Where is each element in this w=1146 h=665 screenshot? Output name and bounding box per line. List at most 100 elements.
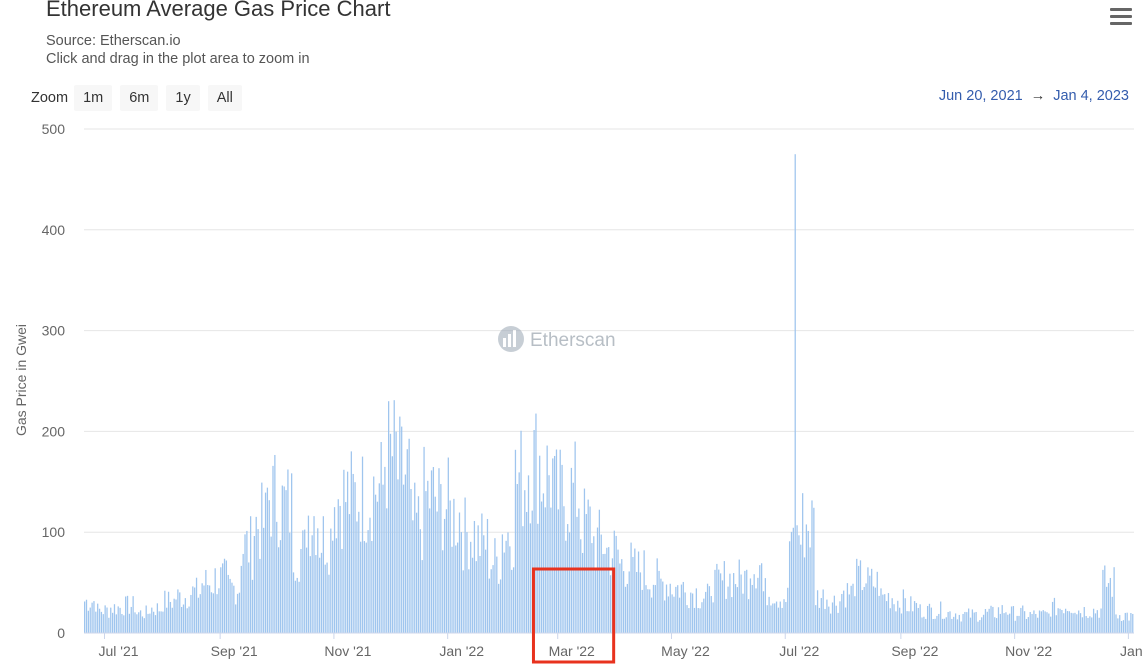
bar[interactable]	[427, 480, 429, 633]
zoom-1y-button[interactable]: 1y	[166, 85, 200, 111]
bar[interactable]	[1012, 606, 1015, 633]
bar[interactable]	[470, 541, 472, 633]
bar[interactable]	[462, 570, 464, 633]
bar[interactable]	[516, 484, 518, 633]
bar[interactable]	[430, 470, 433, 633]
bar[interactable]	[697, 608, 699, 633]
bar[interactable]	[294, 580, 297, 633]
bar[interactable]	[236, 593, 239, 633]
bar[interactable]	[399, 416, 401, 633]
bar[interactable]	[608, 547, 610, 633]
bar[interactable]	[203, 585, 205, 633]
bar[interactable]	[457, 542, 459, 633]
bar[interactable]	[650, 597, 653, 633]
bar[interactable]	[572, 482, 574, 633]
bar[interactable]	[1109, 577, 1112, 633]
bar[interactable]	[796, 525, 798, 633]
bar[interactable]	[751, 584, 753, 633]
bar[interactable]	[774, 603, 776, 633]
bar[interactable]	[1068, 611, 1070, 633]
bar[interactable]	[921, 617, 923, 633]
bar[interactable]	[710, 596, 712, 633]
bar[interactable]	[111, 612, 114, 633]
bar[interactable]	[807, 530, 809, 633]
bar[interactable]	[479, 556, 481, 633]
bar[interactable]	[725, 598, 727, 633]
bar[interactable]	[1048, 613, 1050, 633]
bar[interactable]	[882, 594, 884, 633]
bar[interactable]	[915, 602, 918, 633]
bar[interactable]	[373, 476, 375, 633]
bar[interactable]	[850, 585, 852, 633]
bar[interactable]	[923, 616, 925, 633]
bar[interactable]	[201, 583, 203, 633]
bar[interactable]	[108, 617, 110, 633]
bar[interactable]	[617, 549, 619, 633]
bar[interactable]	[576, 516, 578, 633]
bar[interactable]	[259, 558, 261, 633]
bar[interactable]	[1102, 569, 1104, 633]
bar[interactable]	[1081, 617, 1084, 633]
bar[interactable]	[345, 502, 347, 633]
bar[interactable]	[999, 613, 1001, 633]
bar[interactable]	[1104, 565, 1106, 633]
bar[interactable]	[277, 547, 280, 633]
bar[interactable]	[1117, 618, 1119, 633]
bar[interactable]	[501, 534, 504, 633]
bar[interactable]	[824, 608, 826, 633]
bar[interactable]	[317, 528, 319, 633]
bar[interactable]	[658, 570, 660, 633]
bar[interactable]	[98, 608, 101, 633]
bar[interactable]	[757, 577, 759, 633]
bar[interactable]	[307, 515, 310, 633]
bar[interactable]	[660, 578, 662, 633]
bar[interactable]	[721, 580, 724, 633]
bar[interactable]	[162, 611, 164, 633]
bar[interactable]	[1092, 608, 1095, 633]
bar[interactable]	[526, 511, 528, 633]
bar[interactable]	[100, 611, 103, 633]
bar[interactable]	[257, 529, 259, 633]
bar[interactable]	[388, 401, 390, 633]
bar[interactable]	[680, 584, 683, 633]
bar[interactable]	[537, 523, 539, 633]
bar[interactable]	[153, 611, 155, 633]
bar[interactable]	[402, 484, 405, 633]
bar[interactable]	[695, 588, 697, 633]
bar[interactable]	[647, 589, 649, 633]
bar[interactable]	[841, 593, 843, 633]
bar[interactable]	[499, 579, 502, 633]
bar[interactable]	[121, 614, 123, 633]
bar[interactable]	[624, 586, 627, 633]
bar[interactable]	[682, 581, 684, 633]
bar[interactable]	[856, 558, 858, 633]
bar[interactable]	[869, 575, 871, 633]
bar[interactable]	[119, 607, 121, 633]
bar[interactable]	[229, 578, 231, 633]
bar[interactable]	[512, 567, 515, 633]
bar[interactable]	[458, 512, 461, 633]
bar[interactable]	[770, 605, 772, 633]
bar[interactable]	[488, 578, 490, 633]
bar[interactable]	[941, 618, 944, 633]
bar[interactable]	[401, 426, 403, 633]
bar[interactable]	[1078, 610, 1080, 633]
bar[interactable]	[960, 621, 962, 634]
bar[interactable]	[87, 610, 89, 633]
bar[interactable]	[846, 583, 849, 633]
bar[interactable]	[854, 596, 856, 633]
bar[interactable]	[734, 584, 737, 633]
bar[interactable]	[835, 605, 837, 633]
bar[interactable]	[222, 563, 224, 633]
bar[interactable]	[149, 613, 151, 633]
bar[interactable]	[1089, 616, 1091, 633]
bar[interactable]	[190, 594, 192, 633]
bar[interactable]	[151, 607, 153, 633]
bar[interactable]	[160, 611, 162, 633]
bar[interactable]	[997, 607, 1000, 633]
bar[interactable]	[380, 442, 382, 633]
bar[interactable]	[143, 618, 145, 633]
bar[interactable]	[632, 556, 634, 633]
bar[interactable]	[110, 607, 112, 633]
bar[interactable]	[971, 609, 974, 633]
